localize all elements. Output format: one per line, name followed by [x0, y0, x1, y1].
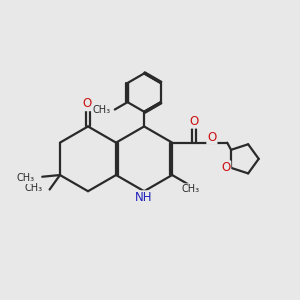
Text: O: O — [207, 131, 217, 144]
Text: O: O — [221, 161, 230, 174]
Text: O: O — [190, 115, 199, 128]
Text: CH₃: CH₃ — [181, 184, 200, 194]
Text: O: O — [82, 97, 91, 110]
Text: NH: NH — [135, 191, 153, 204]
Text: CH₃: CH₃ — [17, 173, 35, 183]
Text: CH₃: CH₃ — [24, 183, 42, 193]
Text: CH₃: CH₃ — [92, 104, 110, 115]
